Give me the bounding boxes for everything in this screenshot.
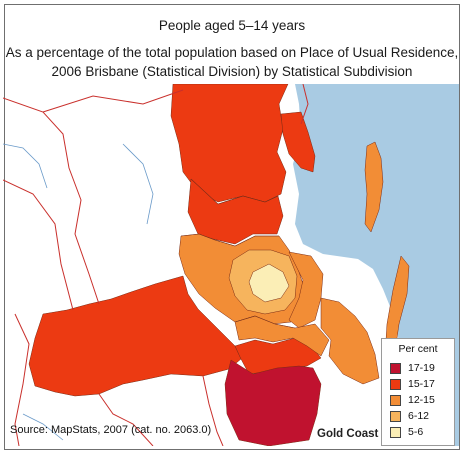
map-subtitle-line-1: As a percentage of the total population … [5, 45, 459, 60]
legend-item-12-15: 12-15 [390, 393, 435, 407]
legend-label: 6-12 [408, 410, 430, 422]
region-bay-island-north [364, 141, 384, 233]
region-east-coast [320, 297, 380, 385]
legend-swatch [390, 362, 401, 374]
legend-swatch [390, 378, 401, 390]
map-title: People aged 5–14 years [158, 18, 306, 33]
rivers [3, 143, 154, 441]
legend-swatch [390, 426, 401, 438]
legend-swatch [390, 410, 401, 422]
region-south [224, 359, 322, 446]
map-subtitle-line-2: 2006 Brisbane (Statistical Division) by … [51, 64, 413, 79]
roads [3, 84, 309, 446]
legend-label: 17-19 [408, 362, 435, 374]
legend-label: 15-17 [408, 378, 435, 390]
region-north-a [170, 84, 289, 203]
legend-label: 5-6 [408, 426, 424, 438]
legend-item-5-6: 5-6 [390, 425, 423, 439]
place-label-gold-coast: Gold Coast [317, 428, 379, 440]
legend-swatch [390, 394, 401, 406]
region-inner-city-core [248, 263, 290, 303]
source-note: Source: MapStats, 2007 (cat. no. 2063.0) [10, 424, 212, 436]
legend-title: Per cent [398, 343, 438, 355]
legend-label: 12-15 [408, 394, 435, 406]
legend-item-15-17: 15-17 [390, 377, 435, 391]
region-east-inner [288, 251, 324, 329]
legend-item-6-12: 6-12 [390, 409, 429, 423]
region-borders [180, 178, 296, 329]
legend-item-17-19: 17-19 [390, 361, 435, 375]
map-legend: Per cent 17-19 15-17 12-15 6-12 5-6 [381, 338, 455, 446]
choropleth-map [3, 84, 459, 446]
